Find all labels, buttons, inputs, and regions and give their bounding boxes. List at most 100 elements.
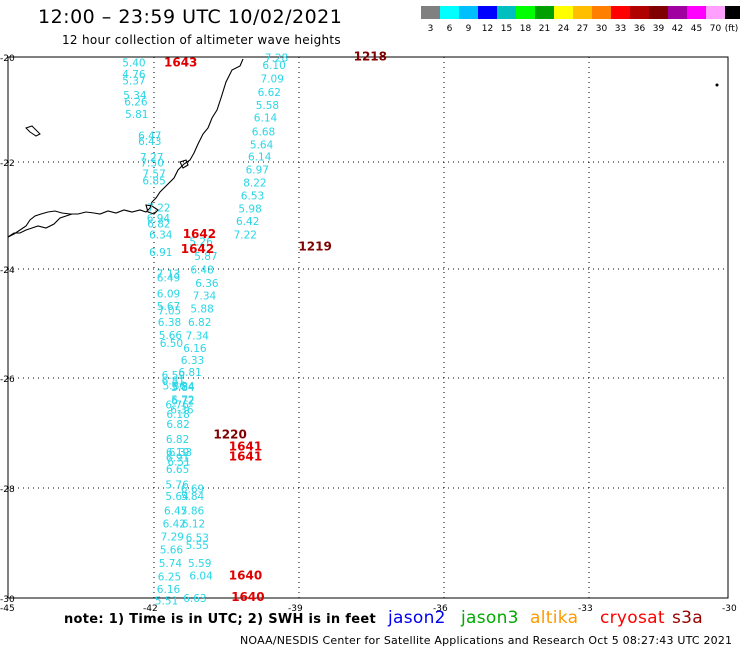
lat-label: -24: [0, 266, 15, 276]
wave-height-label: 5.26: [189, 237, 213, 249]
wave-height-label: 6.18: [166, 409, 189, 421]
color-scale-label: 39: [653, 24, 665, 34]
coastline-island: [145, 204, 159, 215]
wave-height-label: 6.91: [149, 247, 172, 259]
wave-height-label: 6.33: [181, 355, 204, 367]
color-swatch: [706, 6, 725, 19]
wave-height-label: 6.68: [252, 127, 275, 139]
wave-height-label: 6.33: [169, 447, 192, 459]
pass-time-label: 1640: [229, 568, 262, 582]
color-scale-label: 70: [710, 24, 722, 34]
coastline-island: [179, 159, 189, 169]
wave-height-label: 7.57: [142, 168, 165, 180]
wave-height-label: 6.59: [162, 370, 185, 382]
coastline: [7, 58, 244, 238]
wave-height-label: 6.85: [142, 175, 165, 187]
pass-time-label: 1640: [231, 590, 264, 604]
pass-time-label: 1642: [183, 227, 216, 241]
wave-height-label: 6.65: [166, 464, 189, 476]
wave-height-label: 7.27: [140, 152, 163, 164]
wave-height-label: 5.86: [181, 505, 205, 517]
coastline-inland: [25, 125, 41, 137]
color-scale-label: 36: [634, 24, 646, 34]
wave-height-label: 6.94: [147, 213, 171, 225]
wave-height-label: 6.53: [186, 532, 209, 544]
wave-height-label: 6.42: [163, 518, 186, 530]
latitude-labels: -20 -22 -24 -26 -28 -30: [0, 54, 15, 605]
lon-label: -42: [143, 604, 158, 614]
color-swatch: [725, 6, 740, 19]
color-scale-label: 42: [672, 24, 683, 34]
lat-label: -26: [0, 375, 15, 385]
wave-height-label: 6.38: [158, 317, 181, 329]
wave-height-label: 6.49: [157, 273, 180, 285]
wave-height-label: 5.59: [188, 558, 211, 570]
pass-time-label: 1641: [229, 440, 262, 454]
color-swatch: [573, 6, 592, 19]
wave-height-label: 6.91: [166, 452, 189, 464]
wave-height-label: 5.84: [171, 382, 195, 394]
color-swatch: [497, 6, 516, 19]
lon-label: -33: [578, 604, 593, 614]
footer-note: note: 1) Time is in UTC; 2) SWH is in fe…: [64, 612, 376, 627]
color-swatch: [459, 6, 478, 19]
wave-height-label: 6.36: [195, 278, 219, 290]
wave-height-label: 5.72: [171, 395, 194, 407]
wave-height-label: 5.66: [160, 544, 184, 556]
wave-height-label: 6.43: [138, 136, 161, 148]
wave-height-label: 6.14: [254, 113, 278, 125]
page-subtitle: 12 hour collection of altimeter wave hei…: [62, 33, 341, 47]
island-dot: [715, 83, 719, 87]
color-swatch: [516, 6, 535, 19]
wave-height-label: 5.76: [165, 479, 189, 491]
page-title: 12:00 – 23:59 UTC 10/02/2021: [38, 6, 343, 28]
satellite-legend-cryosat: cryosat: [600, 608, 665, 628]
color-swatch: [592, 6, 611, 19]
wave-height-label: 6.82: [147, 219, 170, 231]
longitude-labels: -45 -42 -39 -36 -33 -30: [0, 604, 737, 614]
wave-height-values: 5.404.765.375.346.265.816.476.437.277.50…: [122, 53, 288, 608]
wave-height-label: 6.47: [138, 130, 161, 142]
color-scale-label: (ft): [725, 24, 739, 34]
wave-height-label: 6.72: [171, 396, 194, 408]
wave-height-label: 5.88: [190, 304, 213, 316]
wave-height-label: 5.58: [256, 100, 279, 112]
wave-height-label: 6.76: [165, 399, 189, 411]
color-scale-label: 45: [691, 24, 702, 34]
wave-height-label: 6.48: [190, 265, 213, 277]
lat-label: -30: [0, 595, 15, 605]
color-scale-label: 6: [447, 24, 453, 34]
wave-height-label: 7.22: [234, 229, 257, 241]
wave-height-label: 6.16: [157, 584, 181, 596]
color-scale-label: 24: [558, 24, 570, 34]
wave-height-label: 5.86: [163, 380, 187, 392]
wave-height-label: 6.81: [162, 376, 185, 388]
wave-height-label: 5.67: [157, 301, 180, 313]
lat-label: -20: [0, 54, 15, 64]
color-scale-legend: 3 6 9 12 15 18 21 24 27 30 33 36 39 42 45 70 (ft): [421, 6, 740, 34]
wave-height-label: 5.74: [159, 558, 183, 570]
lon-label: -36: [433, 604, 448, 614]
credit-line: NOAA/NESDIS Center for Satellite Applica…: [240, 634, 733, 647]
wave-height-label: 5.81: [125, 109, 148, 121]
wave-height-label: 7.22: [147, 202, 170, 214]
wave-height-label: 6.63: [183, 593, 206, 605]
wave-height-label: 6.51: [167, 457, 190, 469]
pass-time-label: 1642: [181, 242, 214, 256]
wave-height-label: 5.84: [181, 491, 205, 503]
wave-height-label: 6.12: [182, 518, 205, 530]
wave-height-label: 6.09: [157, 288, 180, 300]
wave-height-label: 7.05: [158, 306, 181, 318]
color-swatch: [630, 6, 649, 19]
wave-height-label: 7.28: [265, 53, 288, 65]
wave-height-label: 5.64: [165, 491, 189, 503]
color-swatch: [478, 6, 497, 19]
satellite-legend-s3a: s3a: [672, 608, 703, 628]
wave-height-label: 6.50: [160, 338, 183, 350]
map-frame: [7, 56, 729, 599]
pass-time-label: 1641: [229, 449, 262, 463]
wave-height-label: 5.40: [122, 57, 145, 69]
color-scale-label: 30: [596, 24, 608, 34]
